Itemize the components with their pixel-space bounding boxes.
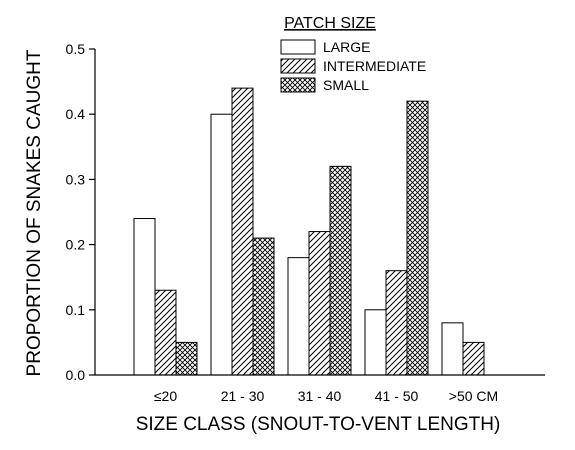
y-tick-label: 0.3 [66,171,86,187]
bar-large [364,309,387,376]
y-axis-label: PROPORTION OF SNAKES CAUGHT [24,49,45,376]
legend-label-large: LARGE [323,39,370,55]
bar-intermediate [231,87,254,376]
legend-label-small: SMALL [323,77,369,93]
legend-swatch-large [280,39,316,55]
bar-intermediate [462,341,485,376]
y-tick-label: 0.5 [66,41,86,57]
bar-large [441,322,464,376]
x-tick-label: 41 - 50 [375,388,419,404]
bar-small [175,341,198,376]
y-tick-label: 0.0 [66,367,86,383]
x-axis-label: SIZE CLASS (SNOUT-TO-VENT LENGTH) [136,414,501,435]
bar-small [406,100,429,376]
bar-small [329,165,352,376]
legend-label-intermediate: INTERMEDIATE [323,58,426,74]
bar-large [210,113,233,376]
y-tick-label: 0.1 [66,302,86,318]
bar-large [133,218,156,376]
y-tick-label: 0.4 [66,106,86,122]
bar-small [252,237,275,376]
bar-intermediate [308,231,331,376]
bar-large [287,257,310,376]
bars [133,87,485,376]
x-tick-label: 21 - 30 [221,388,265,404]
x-tick-label: 31 - 40 [298,388,342,404]
bar-intermediate [154,289,177,376]
legend: LARGE INTERMEDIATE SMALL [280,39,426,93]
x-tick-label: ≤20 [154,388,177,404]
bar-intermediate [385,270,408,376]
legend-swatch-intermediate [280,58,316,74]
x-tick-label: >50 CM [449,388,498,404]
legend-title: PATCH SIZE [284,15,376,32]
y-tick-label: 0.2 [66,237,86,253]
legend-swatch-small [280,77,316,93]
axes: 0.0 0.1 0.2 0.3 0.4 0.5 ≤20 21 - 30 31 - 40 41 - … [66,41,545,404]
